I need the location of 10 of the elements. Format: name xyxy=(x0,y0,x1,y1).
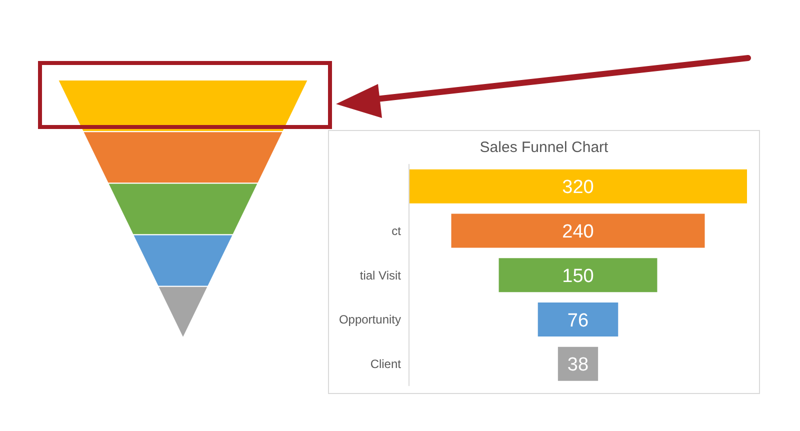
data-label: 150 xyxy=(562,266,594,287)
category-label: Opportunity xyxy=(338,312,401,327)
category-label: tial Visit xyxy=(360,268,402,282)
text: Sales Funnel Chart xyxy=(478,139,610,156)
data-label: 38 xyxy=(567,354,589,376)
data-label: 320 xyxy=(562,177,594,198)
category-label: ct xyxy=(392,224,402,238)
data-label: 240 xyxy=(562,221,594,242)
data-label: 76 xyxy=(567,310,589,332)
category-label: Client xyxy=(370,357,402,372)
